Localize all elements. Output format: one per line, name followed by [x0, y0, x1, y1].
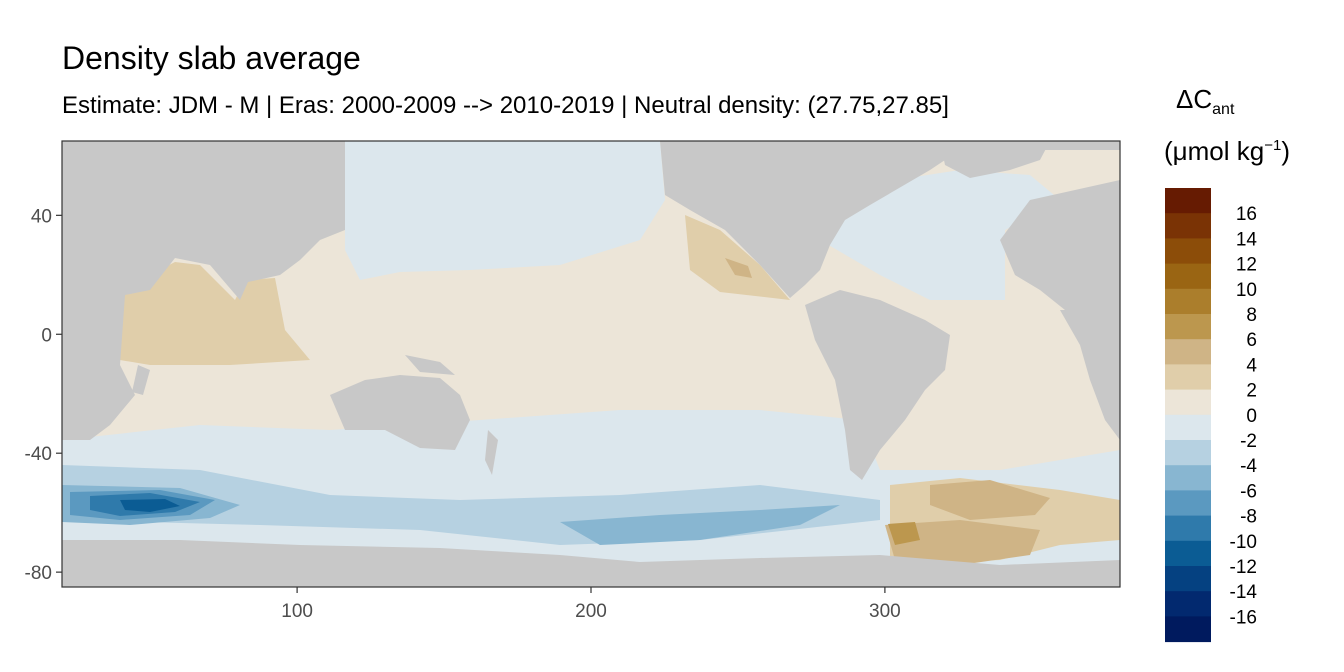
legend-tick-label: 0 — [1246, 406, 1257, 427]
chart-title: Density slab average — [62, 40, 361, 76]
legend-unit-prefix: (μmol kg — [1164, 136, 1265, 166]
land-antarctica — [62, 540, 1120, 587]
legend-swatch — [1165, 364, 1211, 391]
legend-swatch — [1165, 414, 1211, 441]
land-madagascar — [132, 365, 150, 395]
ocean-south-atlantic-warm2 — [930, 480, 1050, 520]
map-panel — [62, 141, 1120, 587]
legend-title-unit: (μmol kg−1) — [1164, 138, 1290, 164]
legend-tick-label: -16 — [1230, 607, 1257, 628]
x-axis: 100 200 300 — [281, 587, 901, 622]
legend-tick-label: -12 — [1230, 557, 1257, 578]
legend-swatch — [1165, 540, 1211, 567]
ocean-north-atlantic-blue — [820, 170, 1060, 300]
land-west-africa — [1060, 310, 1120, 440]
legend-tick-label: 16 — [1236, 204, 1257, 225]
land-new-zealand — [485, 430, 498, 475]
chart-subtitle: Estimate: JDM - M | Eras: 2000-2009 --> … — [62, 92, 949, 119]
legend-tick-label: 14 — [1236, 229, 1258, 250]
land-australia — [330, 375, 470, 450]
legend-tick-label: -14 — [1230, 582, 1258, 603]
legend-tick-label: -8 — [1240, 507, 1257, 528]
ocean-california-warm — [685, 215, 790, 300]
legend-swatch — [1165, 339, 1211, 365]
legend-tick-label: 12 — [1236, 255, 1257, 276]
ocean-weddell-warm — [885, 520, 1040, 565]
legend-tick-label: 6 — [1246, 330, 1257, 351]
legend-swatch — [1165, 389, 1211, 416]
land-africa — [62, 141, 345, 440]
legend-swatch — [1165, 213, 1211, 239]
legend-tick-label: 2 — [1246, 381, 1257, 402]
ocean-weddell-core-0b — [120, 499, 180, 512]
legend-swatch — [1165, 616, 1211, 643]
legend-tick-label: -4 — [1240, 456, 1257, 477]
y-tick-label: -80 — [25, 563, 52, 584]
land-greenland — [940, 141, 1050, 178]
legend-tick-label: -10 — [1230, 532, 1257, 553]
legend-swatch — [1165, 440, 1211, 466]
x-tick-label: 100 — [281, 601, 313, 622]
legend-swatch — [1165, 515, 1211, 542]
legend-swatch — [1165, 566, 1211, 592]
legend-tick-label: 8 — [1246, 305, 1257, 326]
legend-tick-label: 10 — [1236, 280, 1257, 301]
legend-swatch — [1165, 263, 1211, 290]
legend-subscript: ant — [1212, 101, 1235, 118]
land-new-guinea — [405, 355, 455, 375]
legend-unit-suffix: ) — [1281, 136, 1290, 166]
legend-title-symbol: ΔCant — [1176, 86, 1234, 118]
ocean-indian-warm — [120, 262, 310, 365]
legend-swatch — [1165, 465, 1211, 491]
legend-unit-exponent: −1 — [1264, 137, 1282, 154]
legend-symbol: ΔC — [1176, 84, 1213, 114]
legend-tick-label: 4 — [1246, 355, 1257, 376]
land-south-america — [805, 290, 950, 480]
x-tick-label: 200 — [575, 601, 607, 622]
legend-tick-label: -6 — [1240, 481, 1257, 502]
y-tick-label: -40 — [25, 444, 52, 465]
ocean-california-core — [725, 258, 752, 278]
land-masses — [62, 141, 1120, 587]
legend-tick-label: -2 — [1240, 431, 1257, 452]
legend-swatch — [1165, 288, 1211, 315]
legend-swatch — [1165, 188, 1211, 214]
land-north-america — [660, 141, 1120, 298]
x-tick-label: 300 — [869, 601, 901, 622]
legend-swatch — [1165, 238, 1211, 265]
y-axis: 40 0 -40 -80 — [25, 206, 62, 584]
ocean-north-pacific-blue — [345, 141, 665, 280]
legend-swatch — [1165, 314, 1211, 340]
legend-colorbar: 16 14 12 10 8 6 4 2 0 -2 -4 -6 -8 -10 -12 -14 -16 — [1165, 188, 1258, 643]
legend-swatch — [1165, 591, 1211, 617]
y-tick-label: 40 — [31, 206, 52, 227]
legend-swatch — [1165, 490, 1211, 517]
ocean-weddell-warm-core — [888, 522, 920, 545]
y-tick-label: 0 — [41, 325, 52, 346]
land-europe-africa-east — [1000, 180, 1120, 310]
ocean-ross-band-88 — [560, 505, 840, 545]
